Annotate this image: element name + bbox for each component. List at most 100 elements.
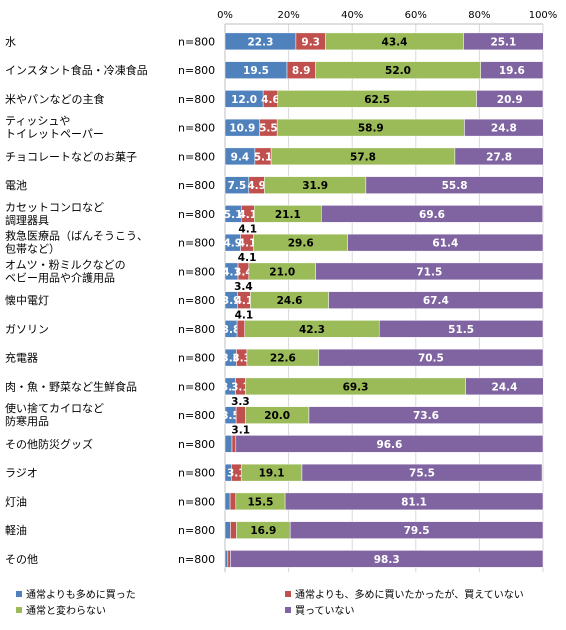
data-label: 7.5 [228,180,247,192]
x-tick-label: 40% [341,10,363,21]
category-label: 調理器具 [5,213,49,227]
bar-segment [224,435,233,453]
data-label: 4.1 [238,209,257,221]
data-label: 61.4 [432,238,458,250]
data-label: 58.9 [358,123,384,135]
data-label: 9.4 [231,151,250,163]
data-label: 3.1 [231,381,250,393]
data-label: 4.6 [261,94,280,106]
sample-size-label: n=800 [178,208,215,221]
data-label: 22.3 [247,36,273,48]
data-label: 21.1 [275,209,301,221]
category-label: ティッシュや [5,115,70,128]
data-label: 42.3 [299,324,325,336]
data-label: 19.6 [499,65,525,77]
data-label: 31.9 [302,180,328,192]
category-label: インスタント食品・冷凍食品 [5,63,148,77]
category-label: 使い捨てカイロなど [5,401,104,415]
bar-segment [229,492,237,511]
data-label: 96.6 [376,439,402,451]
data-label: 29.6 [288,238,314,250]
data-label: 98.3 [374,554,400,566]
bar-segment [224,550,229,568]
bar-segment [235,406,246,424]
data-label: 19.5 [243,65,269,77]
data-label: 19.1 [259,468,285,480]
sample-size-label: n=800 [178,495,215,508]
bar-segment [224,492,231,511]
bar-segment [235,435,544,453]
sample-size-label: n=800 [178,352,215,365]
category-label: 電池 [5,179,27,192]
data-label: 73.6 [413,410,439,422]
category-label: ラジオ [5,467,38,480]
data-label: 3.8 [222,324,241,336]
data-label: 16.9 [250,525,276,537]
data-label: 20.0 [264,410,290,422]
sample-size-label: n=800 [178,179,215,192]
category-label: ベビー用品や介護用品 [5,270,115,284]
sample-size-label: n=800 [178,64,215,77]
legend-label: 通常よりも、多めに買いたかったが、買えていない [295,588,524,601]
sample-size-label: n=800 [178,150,215,163]
data-label: 3.4 [234,266,253,278]
data-label: 21.0 [269,266,295,278]
category-label: 包帯など） [5,243,60,256]
x-tick-label: 80% [468,10,490,21]
data-label: 3.1 [227,468,246,480]
data-label: 3.5 [221,410,240,422]
sample-size-label: n=800 [178,237,215,250]
legend-swatch [16,607,22,613]
legend-label: 通常よりも多めに買った [26,588,136,601]
data-label: 3.3 [232,353,251,365]
data-label: 3.1 [231,425,250,437]
bar-segment [464,118,544,137]
category-label: 水 [5,35,16,48]
sample-size-label: n=800 [178,294,215,307]
data-label: 3.3 [231,396,250,408]
bar-segment [463,32,544,51]
data-label: 3.3 [221,381,240,393]
category-label: 軽油 [5,523,27,537]
legend-swatch [285,591,291,597]
category-label: ガソリン [5,323,49,336]
category-label: トイレットペーパー [5,128,104,141]
data-label: 20.9 [497,94,523,106]
data-label: 10.9 [229,123,255,135]
data-label: 67.4 [423,295,449,307]
data-label: 4.1 [238,223,257,235]
data-label: 25.1 [490,36,516,48]
bar-segment [230,521,237,539]
bar-segment [308,406,544,424]
sample-size-label: n=800 [178,323,215,336]
legend-label: 買っていない [295,605,355,617]
bar-segment [231,435,237,453]
category-label: 充電器 [5,351,38,365]
data-label: 3.9 [222,295,241,307]
data-label: 5.5 [259,123,278,135]
bar-segment [230,550,544,568]
sample-size-label: n=800 [178,553,215,566]
bar-segment [301,463,543,482]
category-label: 米やパンなどの主食 [5,92,105,106]
data-label: 5.1 [224,209,243,221]
data-label: 70.5 [418,353,444,365]
sample-size-label: n=800 [178,265,215,278]
data-label: 75.5 [409,468,435,480]
legend-swatch [285,607,291,613]
data-label: 24.8 [491,123,517,135]
bar-segment [378,320,544,338]
data-label: 4.1 [238,238,257,250]
data-label: 4.9 [247,180,266,192]
category-label: オムツ・粉ミルクなどの [5,258,126,271]
x-tick-label: 20% [277,10,299,21]
data-label: 12.0 [231,94,257,106]
data-label: 3.6 [221,353,240,365]
data-label: 71.5 [416,266,442,278]
data-label: 81.1 [401,496,427,508]
sample-size-label: n=800 [178,524,215,537]
bar-segment [227,550,231,568]
category-label: 灯油 [5,494,27,508]
sample-size-label: n=800 [178,93,215,106]
bar-segment [315,262,544,281]
